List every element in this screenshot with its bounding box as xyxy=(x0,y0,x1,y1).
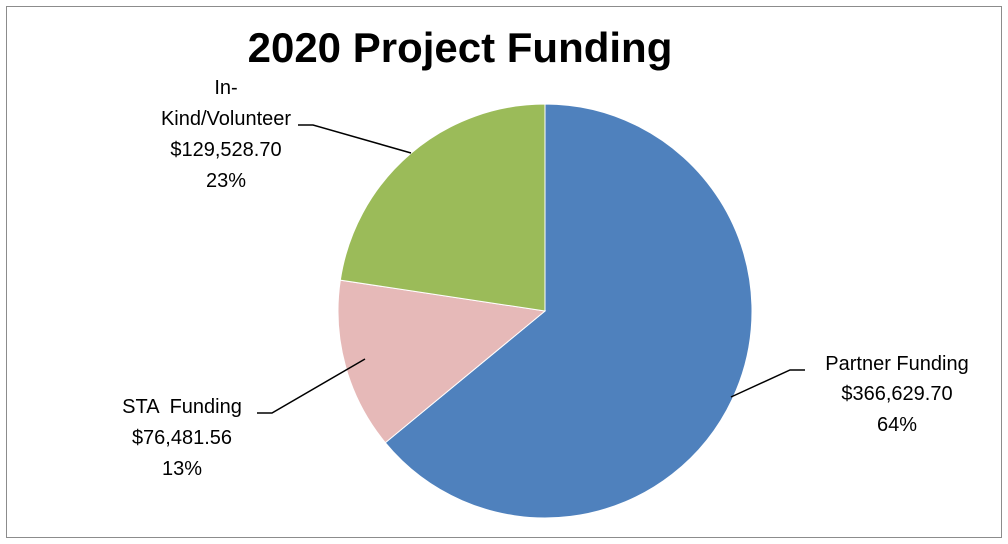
label-sta-value: $76,481.56 xyxy=(132,427,232,449)
pie-slices xyxy=(337,103,753,519)
slice-sta-funding xyxy=(337,279,547,444)
label-sta-percent: 13% xyxy=(162,458,202,480)
label-inkind-name-line1: In- xyxy=(214,77,237,99)
label-inkind-percent: 23% xyxy=(206,170,246,192)
label-inkind-value: $129,528.70 xyxy=(170,139,281,161)
label-partner-percent: 64% xyxy=(877,414,917,436)
leader-line-partner xyxy=(730,369,805,398)
chart-title: 2020 Project Funding xyxy=(248,24,673,71)
label-inkind-name-line2: Kind/Volunteer xyxy=(161,108,291,130)
leader-line-sta xyxy=(257,358,366,414)
label-partner-name: Partner Funding xyxy=(825,353,968,375)
leader-line-inkind xyxy=(298,124,412,154)
label-partner-value: $366,629.70 xyxy=(841,383,952,405)
slice-inkind-volunteer xyxy=(339,103,546,312)
label-sta-name: STA Funding xyxy=(122,396,242,418)
slice-partner-funding xyxy=(384,103,753,519)
